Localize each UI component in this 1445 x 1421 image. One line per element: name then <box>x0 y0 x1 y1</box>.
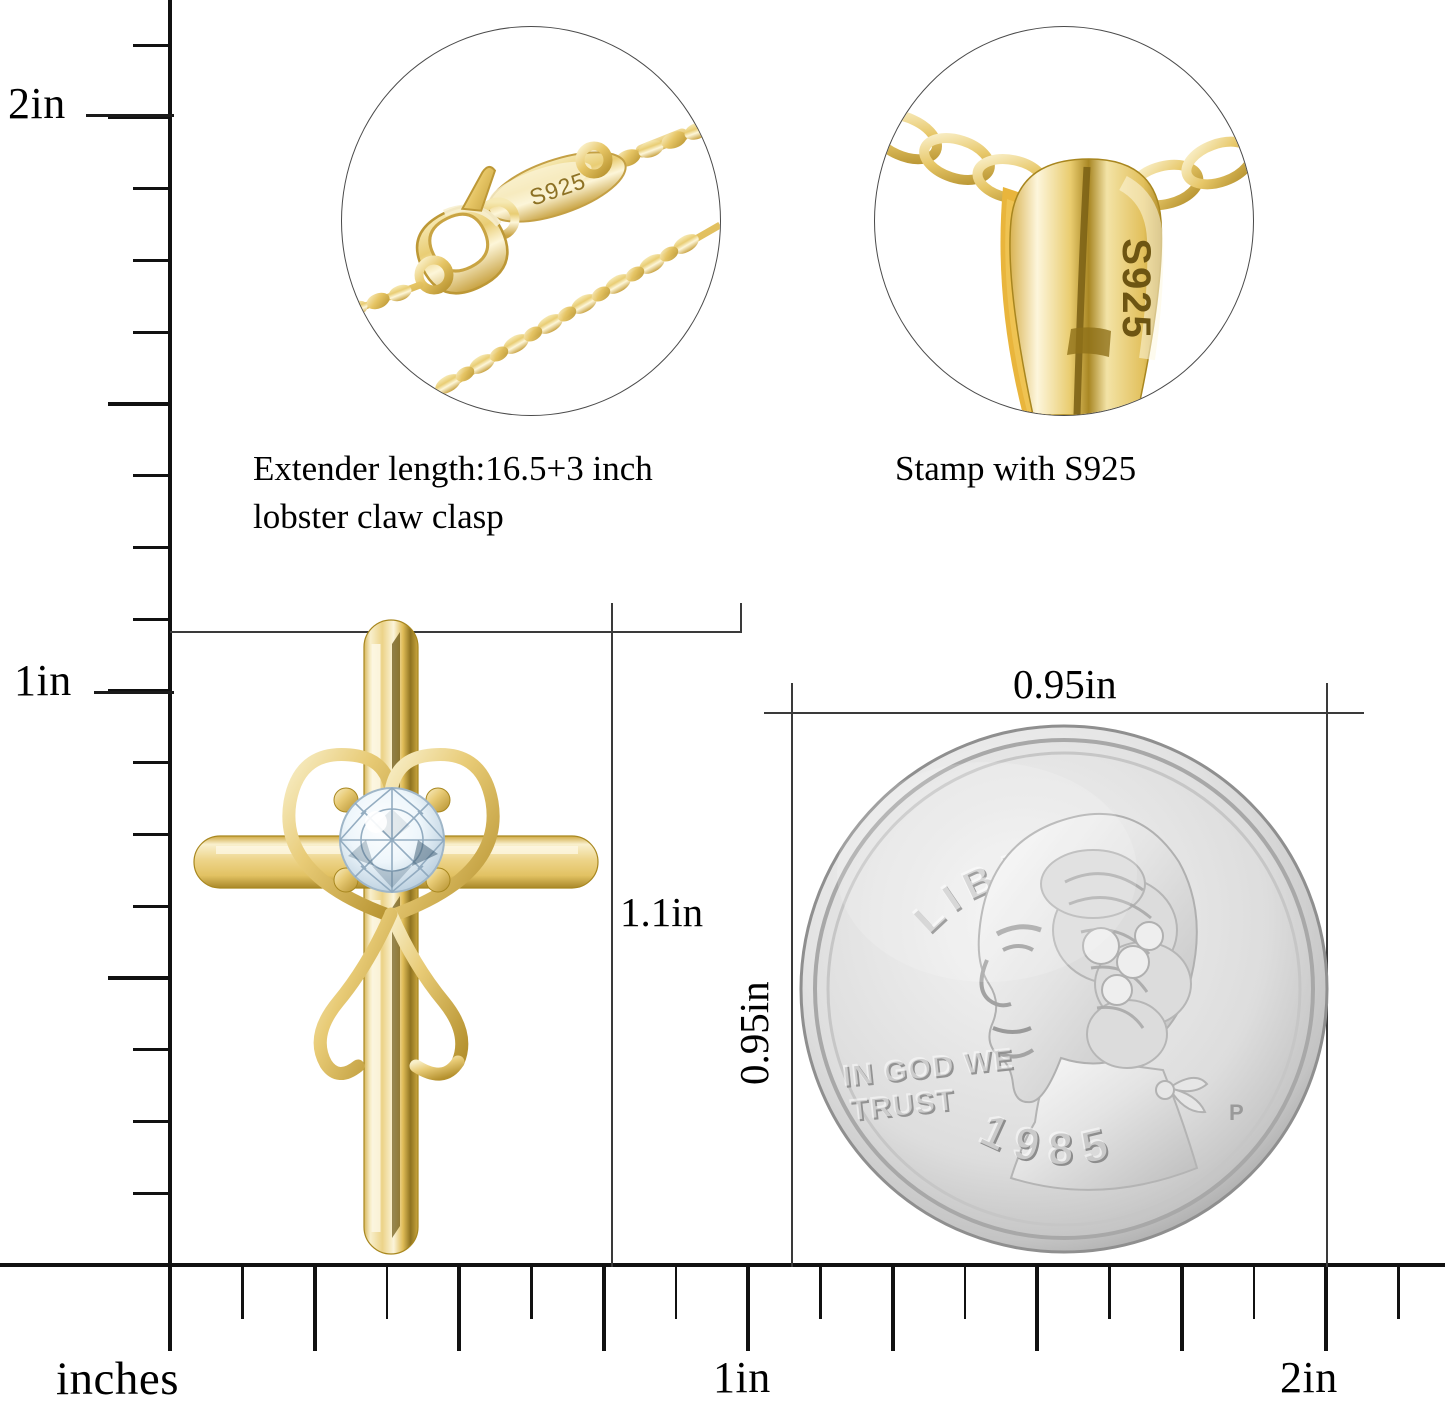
cross-right-dimension-line <box>611 603 613 1267</box>
vertical-tick-minor <box>133 474 172 478</box>
horizontal-ruler-axis <box>0 1263 1445 1267</box>
cross-illustration <box>193 619 599 1255</box>
bail-inset-circle: S925 <box>874 26 1254 416</box>
vertical-ruler-axis <box>168 0 172 1290</box>
clasp-inset-circle: S925 <box>341 26 721 416</box>
vertical-tick-minor <box>133 187 172 191</box>
vertical-tick-major <box>108 402 172 406</box>
svg-text:S925: S925 <box>1114 238 1158 339</box>
vertical-label-2in-leader <box>86 114 174 117</box>
horizontal-label-1in: 1in <box>713 1353 771 1402</box>
horizontal-label-2in: 2in <box>1280 1353 1338 1402</box>
vertical-label-1in-leader <box>94 691 174 694</box>
horizontal-tick-minor <box>385 1267 389 1319</box>
horizontal-tick-major <box>1324 1267 1328 1351</box>
cross-pendant <box>186 614 606 1264</box>
vertical-tick-minor <box>133 617 172 621</box>
bail-inset-caption: Stamp with S925 <box>895 449 1137 488</box>
horizontal-unit-label: inches <box>56 1353 180 1405</box>
coin-left-dimension-line <box>791 683 793 1267</box>
horizontal-tick-minor <box>241 1267 244 1319</box>
vertical-label-2in: 2in <box>8 79 66 128</box>
cross-top-dimension-end-tick <box>740 603 742 633</box>
svg-text:P: P <box>1229 1100 1244 1125</box>
cross-height-label: 1.1in <box>620 889 704 935</box>
vertical-tick-minor <box>133 1120 172 1123</box>
horizontal-tick-major <box>168 1267 172 1351</box>
horizontal-tick-minor <box>1108 1267 1111 1319</box>
vertical-tick-minor <box>133 1191 172 1195</box>
vertical-tick-minor <box>133 546 172 549</box>
vertical-tick-major <box>108 115 172 119</box>
coin-top-dimension-line <box>764 712 1364 714</box>
vertical-tick-minor <box>133 1048 172 1052</box>
vertical-tick-minor <box>133 330 172 334</box>
horizontal-tick-major <box>312 1267 317 1351</box>
coin-width-label: 0.95in <box>1013 661 1117 707</box>
horizontal-tick-major <box>601 1267 606 1351</box>
coin-height-label: 0.95in <box>731 981 777 1085</box>
vertical-tick-minor <box>133 904 172 908</box>
quarter-coin: LIBERTY LIBERTY <box>797 722 1331 1256</box>
horizontal-tick-minor <box>674 1267 678 1319</box>
horizontal-tick-major <box>890 1267 895 1351</box>
horizontal-tick-major <box>1179 1267 1184 1351</box>
horizontal-tick-minor <box>819 1267 822 1319</box>
horizontal-tick-major <box>746 1267 750 1351</box>
horizontal-tick-minor <box>1397 1267 1400 1319</box>
vertical-tick-minor <box>133 43 172 47</box>
vertical-tick-major <box>108 976 172 980</box>
vertical-tick-minor <box>133 259 172 262</box>
cross-top-dimension-line <box>170 631 742 633</box>
horizontal-tick-minor <box>530 1267 533 1319</box>
vertical-tick-minor <box>133 833 172 836</box>
coin-illustration: LIBERTY LIBERTY <box>799 724 1329 1254</box>
horizontal-tick-minor <box>1252 1267 1256 1319</box>
bail-illustration: S925 <box>875 109 1253 415</box>
vertical-tick-minor <box>133 761 172 765</box>
horizontal-tick-minor <box>963 1267 967 1319</box>
vertical-label-1in: 1in <box>14 656 72 705</box>
clasp-illustration: S925 <box>342 119 720 415</box>
horizontal-tick-major <box>1035 1267 1039 1351</box>
horizontal-tick-major <box>457 1267 461 1351</box>
clasp-inset-caption: Extender length:16.5+3 inch lobster claw… <box>253 449 653 536</box>
